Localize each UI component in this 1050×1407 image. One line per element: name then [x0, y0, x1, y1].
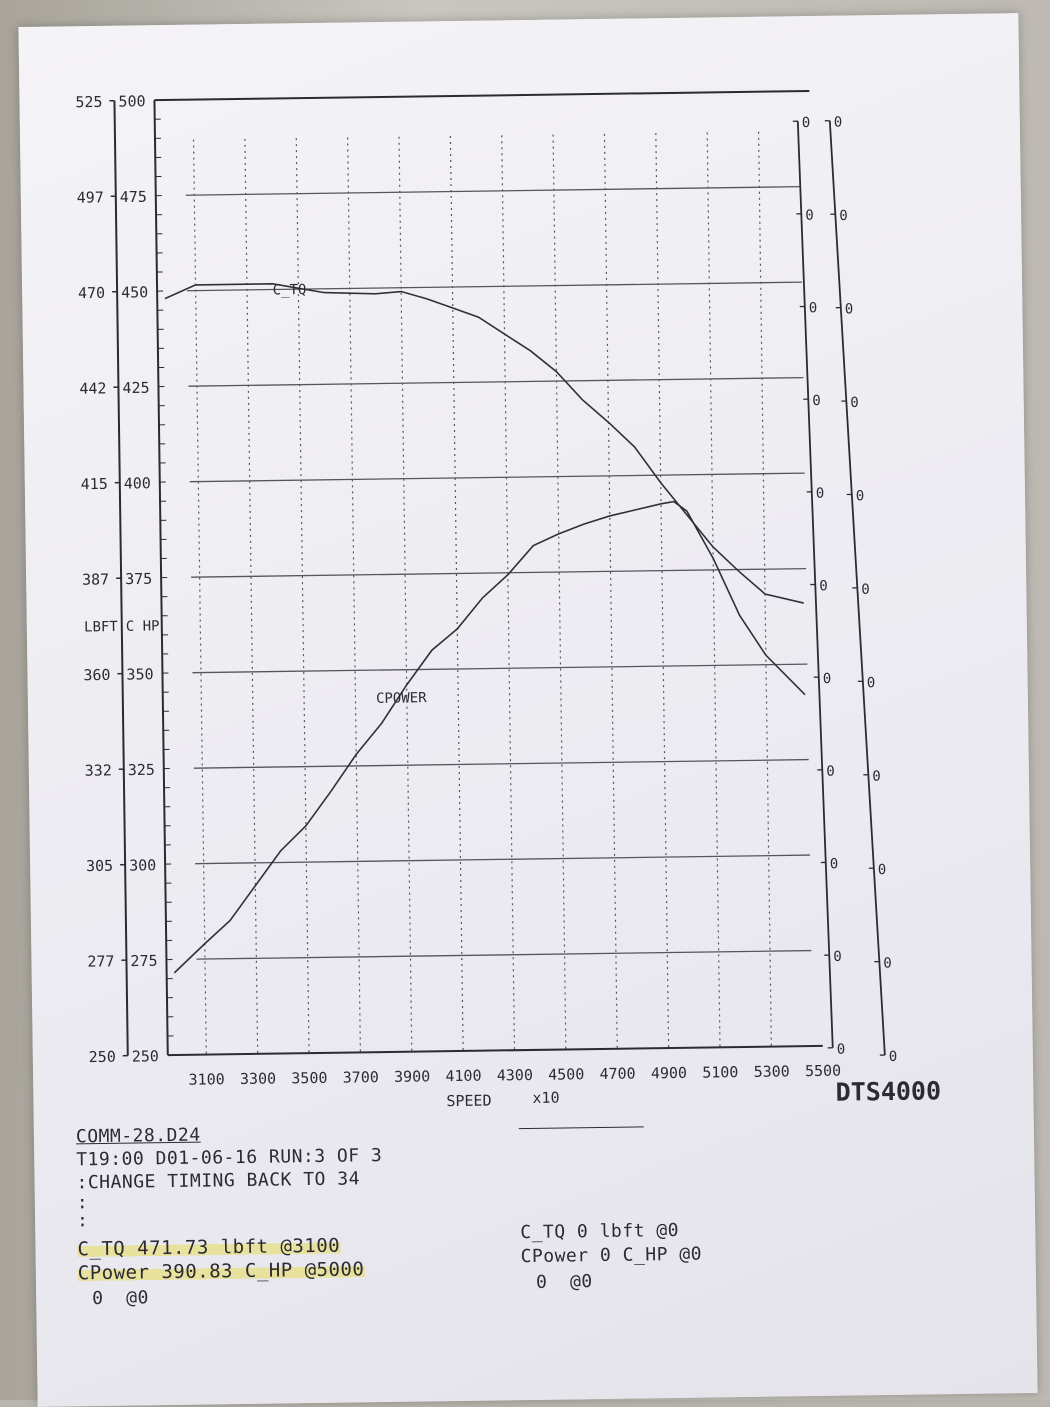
y-hp-tick-label: 300 — [129, 856, 156, 874]
aux-tick-label: 0 — [805, 208, 814, 224]
y-left-tick-label: 470 — [78, 284, 105, 302]
grid-vline — [399, 137, 412, 1052]
chart-grid — [185, 131, 813, 1054]
x-tick-label: 3700 — [343, 1068, 379, 1087]
aux-tick-label: 0 — [850, 395, 859, 411]
aux-tick-label: 0 — [819, 578, 828, 594]
x-tick-label: 5100 — [702, 1063, 738, 1082]
grid-vline — [502, 135, 515, 1050]
y-left-tick-label: 497 — [77, 188, 104, 206]
annotation-cpower: CPOWER — [376, 690, 427, 707]
series-line-c-tq — [165, 276, 804, 611]
x-tick-label: 5300 — [754, 1062, 790, 1081]
grid-vline — [194, 140, 207, 1055]
aux-tick-label: 0 — [823, 671, 832, 687]
y-hp-tick-label: 375 — [125, 570, 152, 588]
x-axis-unit: x10 — [532, 1089, 559, 1107]
grid-vline — [450, 136, 463, 1051]
y-left-tick-label: 415 — [81, 475, 108, 493]
annotation-ctq: C_TQ — [273, 282, 307, 298]
aux-tick-label: 0 — [839, 208, 848, 224]
y-hp-tick-label: 275 — [130, 952, 157, 970]
aux-tick-label: 0 — [830, 856, 839, 872]
x-tick-label: 4900 — [651, 1064, 687, 1083]
zero-right: 0 @0 — [536, 1271, 593, 1293]
file-name: COMM-28.D24 — [76, 1125, 201, 1148]
torque-peak-left: C_TQ 471.73 lbft @3100 — [77, 1235, 340, 1261]
grid-vline — [296, 138, 309, 1053]
x-tick-label: 4700 — [599, 1065, 635, 1084]
power-peak-right: CPower 0 C_HP @0 — [520, 1244, 702, 1268]
x-tick-label: 3100 — [188, 1070, 224, 1089]
aux-tick-label: 0 — [816, 486, 825, 502]
aux-tick-label: 0 — [872, 769, 881, 785]
y-left-tick-label: 442 — [79, 379, 106, 397]
grid-vline — [707, 132, 720, 1047]
aux-tick-label: 0 — [867, 675, 876, 691]
y-hp-tick-label: 500 — [118, 92, 145, 110]
x-tick-label: 4500 — [548, 1065, 584, 1084]
y-left-tick-label: 277 — [87, 952, 114, 970]
grid-vline — [553, 135, 566, 1050]
torque-peak-right: C_TQ 0 lbft @0 — [520, 1220, 679, 1243]
y-hp-tick-label: 250 — [132, 1047, 159, 1065]
power-peak-left: CPower 390.83 C_HP @5000 — [78, 1258, 365, 1284]
y-left-tick-label: 525 — [75, 93, 102, 111]
chart-series — [165, 276, 809, 972]
y-hp-tick-label: 450 — [121, 283, 148, 301]
grid-vline — [656, 133, 669, 1048]
aux-tick-label: 0 — [845, 301, 854, 317]
aux-tick-label: 0 — [878, 862, 887, 878]
grid-vline — [245, 139, 258, 1054]
y-left-tick-label: 305 — [86, 857, 113, 875]
aux-tick-label: 0 — [883, 955, 892, 971]
plot-bottom-border — [168, 1046, 823, 1055]
y-hp-tick-label: 325 — [128, 761, 155, 779]
zero-left: 0 @0 — [92, 1287, 149, 1309]
run-info: T19:00 D01-06-16 RUN:3 OF 3 — [76, 1145, 382, 1170]
run-note: :CHANGE TIMING BACK TO 34 — [76, 1168, 360, 1193]
y-hp-tick-label: 400 — [124, 474, 151, 492]
aux-tick-label: 0 — [834, 115, 843, 131]
x-axis-label: SPEED — [446, 1092, 491, 1111]
aux-tick-label: 0 — [889, 1049, 898, 1065]
aux-tick-label: 0 — [809, 300, 818, 316]
aux-tick-label: 0 — [856, 488, 865, 504]
y-hp-tick-label: 475 — [120, 188, 147, 206]
grid-hline — [191, 569, 806, 578]
grid-vline — [604, 134, 617, 1049]
x-tick-label: 3500 — [291, 1069, 327, 1088]
y-left-tick-label: 360 — [83, 666, 110, 684]
y-right-axis-label: C HP — [126, 618, 160, 634]
aux-tick-label: 0 — [861, 582, 870, 598]
aux-tick-label: 0 — [802, 115, 811, 131]
plot-top-border — [154, 91, 809, 100]
x-tick-label: 4300 — [497, 1066, 533, 1085]
aux-tick-label: 0 — [833, 949, 842, 965]
dots-line-2: : — [77, 1210, 89, 1231]
aux-tick-label: 0 — [812, 393, 821, 409]
y-left-tick-label: 250 — [89, 1048, 116, 1066]
chart-axes — [109, 90, 884, 1066]
aux-tick-label: 0 — [837, 1042, 846, 1058]
grid-hline — [192, 664, 807, 673]
y-left-tick-label: 387 — [82, 570, 109, 588]
y-left-tick-label: 332 — [85, 761, 112, 779]
x-tick-label: 3300 — [240, 1070, 276, 1089]
divider-line — [519, 1126, 644, 1129]
y-left-axis-label: LBFT — [84, 619, 119, 635]
x-tick-label: 3900 — [394, 1067, 430, 1086]
grid-vline — [348, 137, 361, 1052]
series-line-cpower — [168, 500, 809, 973]
y-hp-tick-label: 350 — [126, 665, 153, 683]
x-tick-label: 4100 — [445, 1067, 481, 1086]
brand-label: DTS4000 — [835, 1076, 941, 1106]
y-hp-tick-label: 425 — [122, 379, 149, 397]
aux-tick-label: 0 — [826, 764, 835, 780]
